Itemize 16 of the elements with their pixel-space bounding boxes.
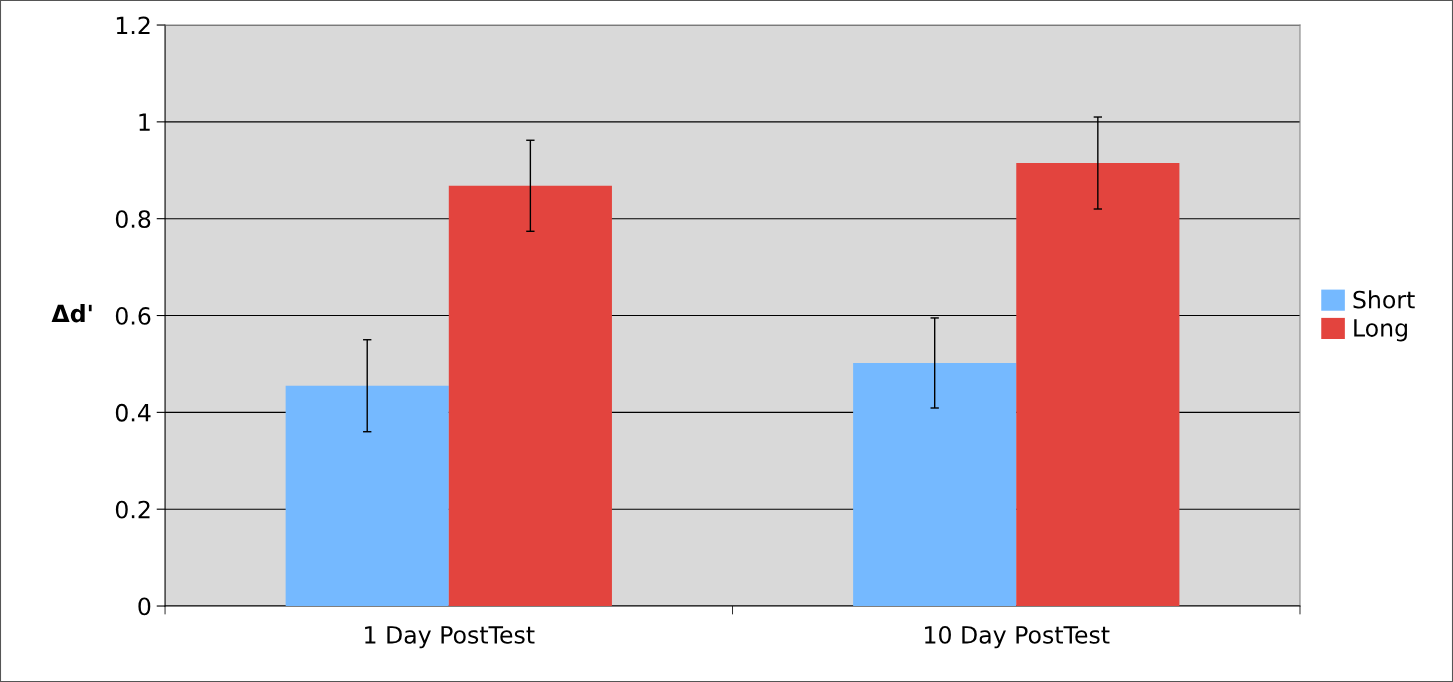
legend-label: Short [1353,290,1415,309]
bar [285,385,449,607]
bar [1016,163,1180,607]
bar [448,185,612,607]
x-tick-label: 10 Day PostTest [925,625,1110,649]
y-tick-label: 0.4 [115,403,151,422]
y-tick-label: 0 [138,597,151,616]
y-tick-label: 1 [139,113,150,131]
bar [853,362,1017,607]
y-tick-label: 1.2 [116,16,150,34]
y-tick-label: 0.6 [115,306,151,325]
y-tick-label: 0.8 [115,210,151,228]
y-axis-title: Δd' [51,304,92,323]
x-tick-label: 1 Day PostTest [365,626,535,649]
y-tick-label: 0.2 [115,500,150,519]
legend-label: Long [1354,319,1407,342]
